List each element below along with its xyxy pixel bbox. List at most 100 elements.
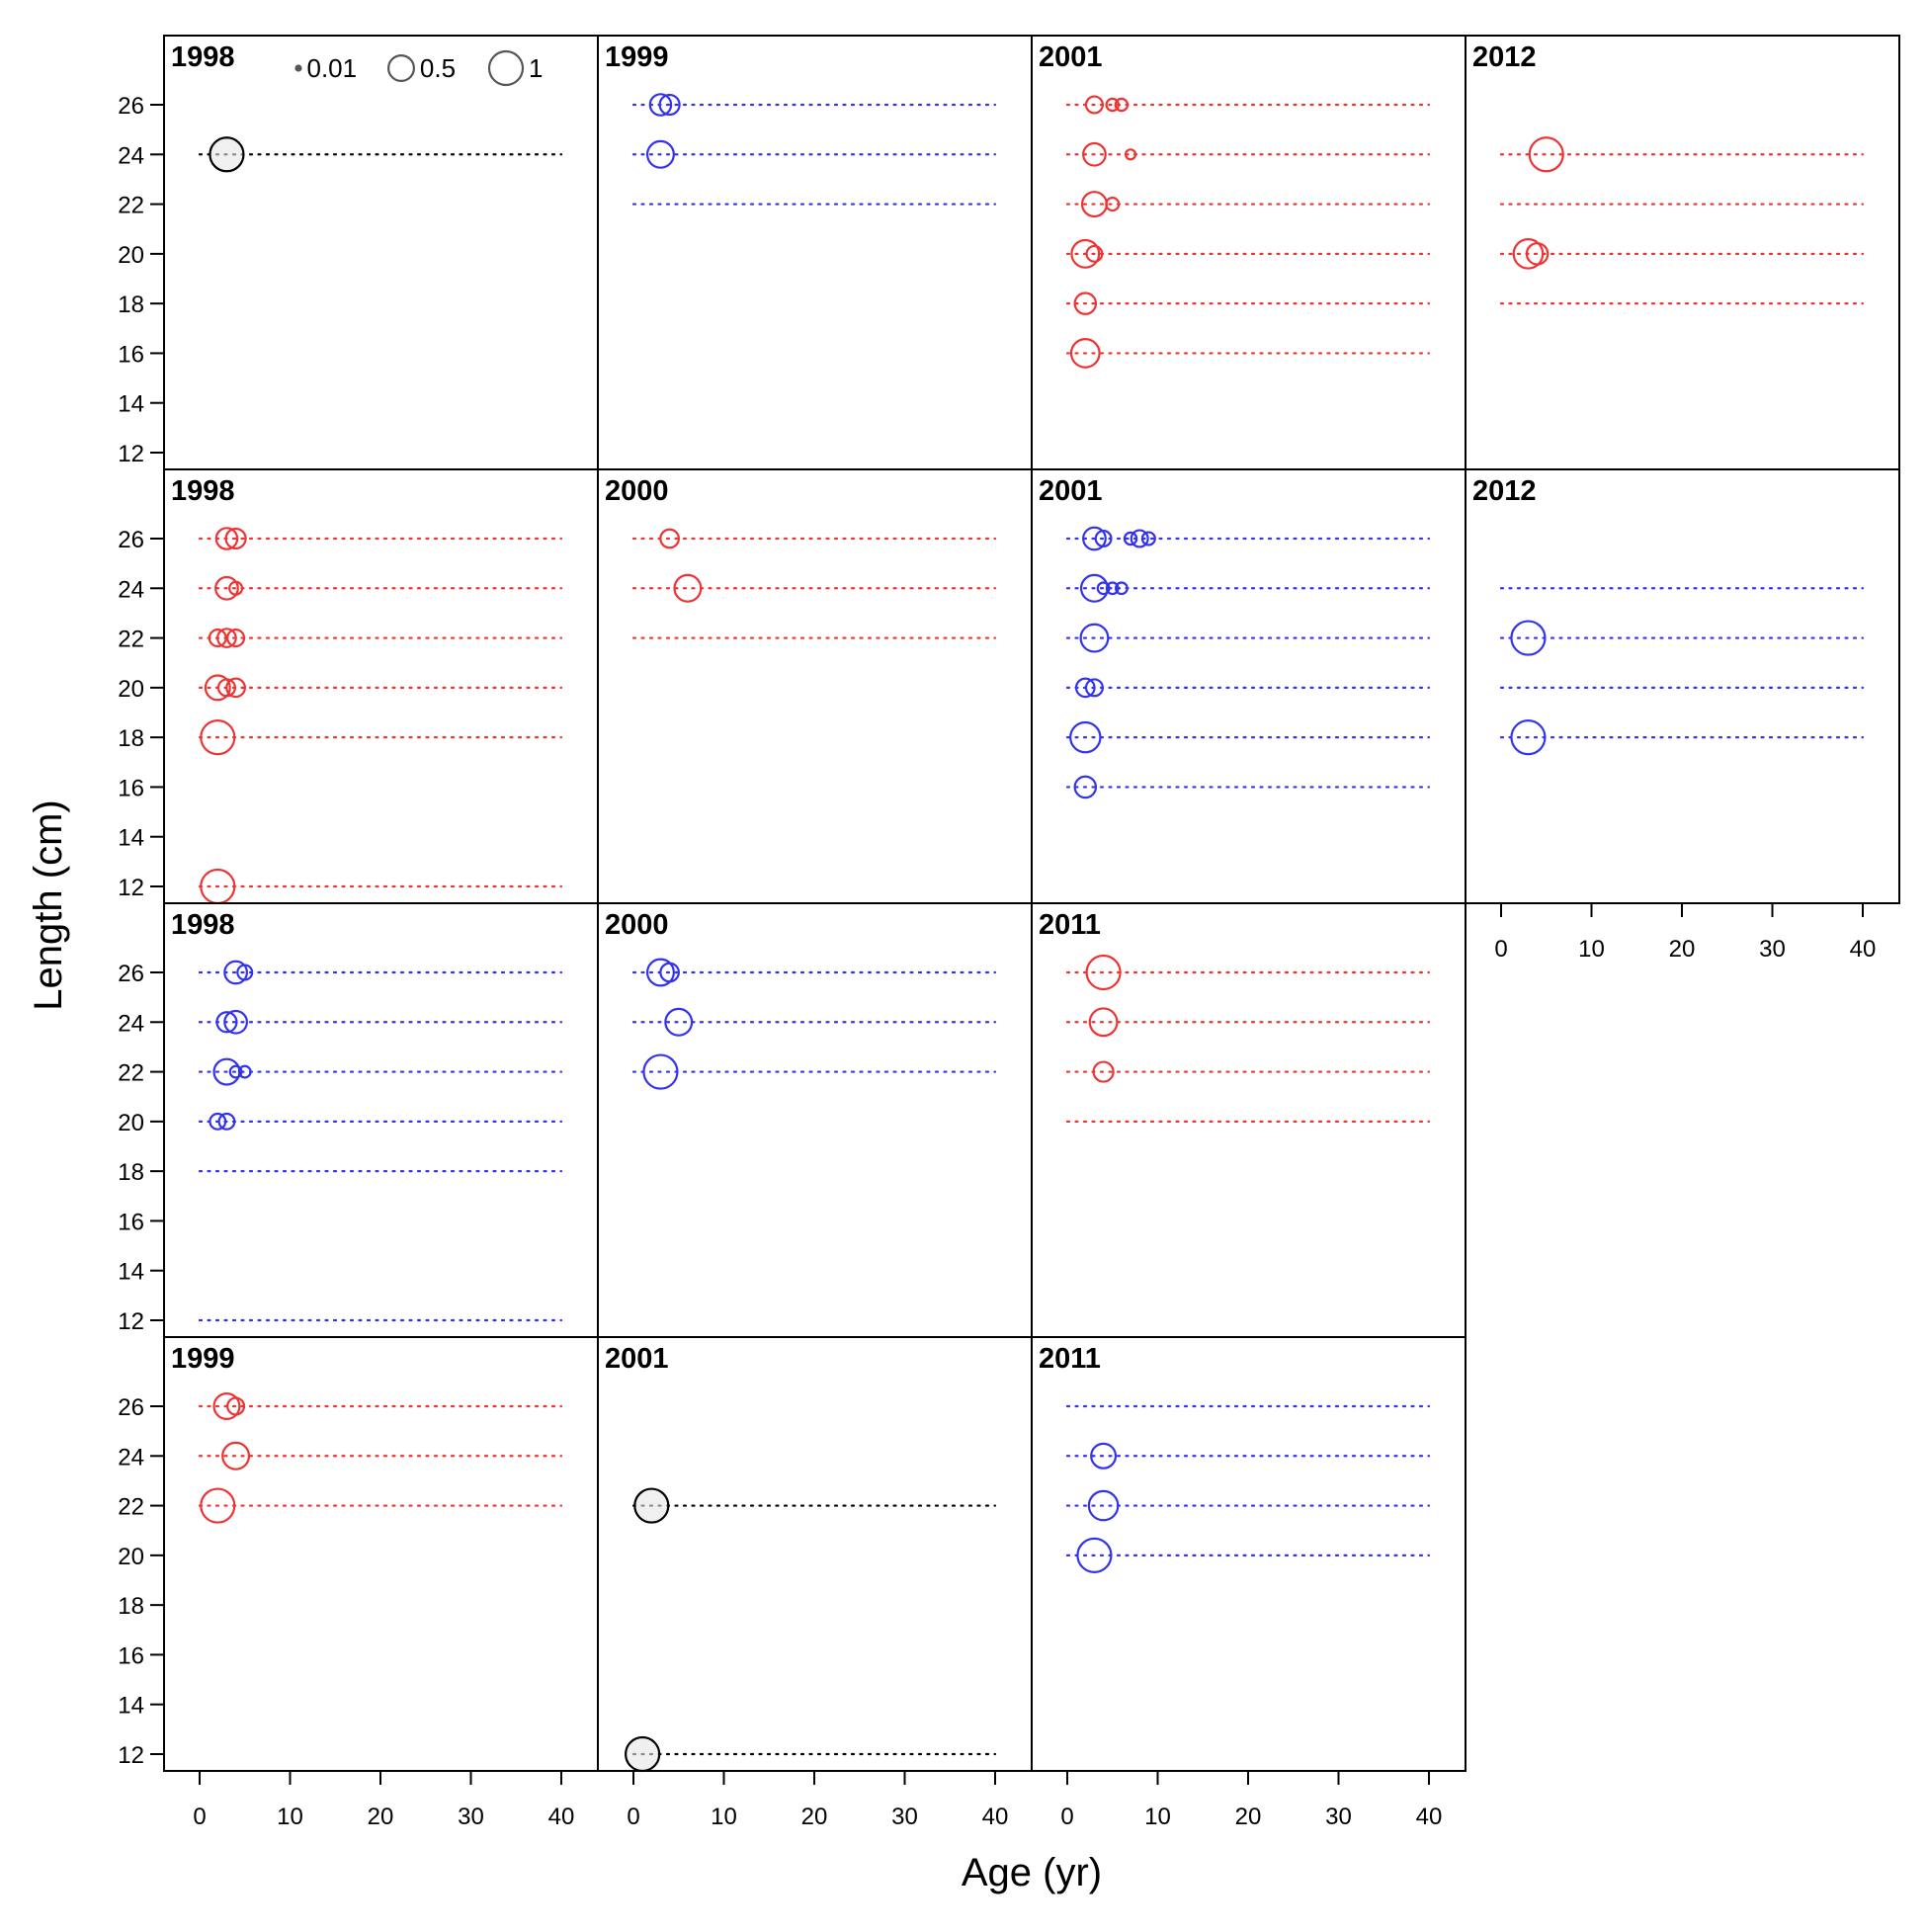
data-point	[1073, 775, 1098, 799]
data-point	[236, 964, 254, 981]
data-point	[648, 93, 673, 117]
x-tick-label: 10	[277, 1804, 303, 1830]
data-point	[226, 629, 246, 648]
data-point	[1087, 1489, 1120, 1522]
x-tick-label: 30	[891, 1804, 918, 1830]
data-point	[1085, 244, 1104, 263]
legend-label: 1	[529, 53, 543, 83]
y-tick-label: 20	[118, 1110, 144, 1136]
x-tick-label: 20	[1235, 1804, 1262, 1830]
data-point	[633, 1487, 670, 1524]
x-tick-label: 0	[627, 1804, 639, 1830]
legend-label: 0.5	[420, 53, 456, 83]
x-tick-label: 10	[711, 1804, 737, 1830]
data-point	[625, 1735, 661, 1773]
data-point	[208, 629, 227, 648]
data-point	[1510, 719, 1547, 756]
data-point	[1088, 1007, 1119, 1038]
data-point	[224, 527, 247, 550]
x-tick-label: 20	[801, 1804, 828, 1830]
data-point	[1130, 529, 1149, 548]
x-tick-label: 40	[1850, 936, 1877, 963]
y-tick-label: 16	[118, 341, 144, 368]
data-point	[214, 527, 239, 550]
data-point	[209, 1112, 227, 1131]
data-point	[1073, 292, 1098, 315]
data-point	[1525, 242, 1550, 266]
data-point	[215, 1011, 238, 1034]
x-tick-label: 0	[1494, 936, 1507, 963]
y-tick-label: 20	[118, 676, 144, 703]
x-tick-label: 20	[1669, 936, 1696, 963]
panel-frame	[1031, 902, 1466, 1338]
y-tick-label: 16	[118, 1642, 144, 1669]
y-tick-label: 24	[118, 1444, 144, 1470]
data-point	[1528, 136, 1564, 173]
data-point	[223, 1009, 248, 1035]
data-point	[221, 1441, 251, 1470]
y-tick-label: 18	[118, 1593, 144, 1620]
panel-frame	[597, 35, 1033, 470]
panel-title: 2001	[1039, 42, 1103, 73]
data-point	[1105, 97, 1120, 113]
data-point	[1124, 148, 1137, 161]
data-point	[212, 1392, 241, 1420]
data-point	[228, 580, 244, 596]
x-tick-label: 40	[1416, 1804, 1443, 1830]
y-tick-label: 22	[118, 193, 144, 219]
data-point	[226, 1396, 246, 1416]
data-point	[1096, 581, 1111, 596]
data-point	[209, 136, 245, 173]
y-tick-label: 12	[118, 875, 144, 901]
data-point	[217, 1112, 236, 1131]
y-tick-label: 22	[118, 627, 144, 653]
data-point	[673, 573, 703, 603]
data-point	[642, 1053, 679, 1090]
data-point	[1114, 581, 1129, 596]
data-point	[1105, 197, 1121, 212]
y-tick-label: 22	[118, 1060, 144, 1087]
data-point	[659, 962, 680, 983]
y-tick-label: 14	[118, 825, 144, 852]
panel-frame	[1031, 35, 1466, 470]
data-point	[1085, 954, 1122, 991]
y-tick-label: 14	[118, 1259, 144, 1286]
data-point	[1512, 238, 1545, 270]
data-point	[1094, 530, 1113, 547]
data-point	[200, 719, 236, 756]
y-tick-label: 12	[118, 1742, 144, 1769]
y-tick-label: 18	[118, 292, 144, 318]
x-tick-label: 10	[1578, 936, 1605, 963]
y-tick-label: 18	[118, 1159, 144, 1186]
y-tick-label: 22	[118, 1494, 144, 1521]
data-point	[200, 1487, 236, 1524]
data-point	[1082, 526, 1107, 551]
y-tick-label: 24	[118, 142, 144, 169]
y-tick-label: 14	[118, 1693, 144, 1720]
panel-frame	[597, 468, 1033, 904]
y-tick-label: 24	[118, 1010, 144, 1037]
panel-title: 2001	[1039, 475, 1103, 507]
data-point	[1069, 720, 1102, 754]
data-point	[664, 1007, 694, 1037]
panel-frame	[1465, 468, 1900, 904]
panel-frame	[597, 902, 1033, 1338]
data-point	[225, 677, 246, 699]
panel-title: 2011	[1039, 1343, 1101, 1375]
data-point	[1092, 1060, 1115, 1083]
legend-bubble	[294, 64, 302, 72]
data-point	[645, 139, 675, 169]
x-tick-label: 20	[368, 1804, 394, 1830]
y-tick-label: 20	[118, 1544, 144, 1570]
data-point	[1070, 238, 1101, 269]
panel-frame	[1031, 1336, 1466, 1772]
data-point	[1069, 338, 1101, 369]
data-point	[1140, 531, 1156, 546]
panel-title: 1998	[171, 909, 235, 941]
legend-label: 0.01	[307, 53, 358, 83]
data-point	[1079, 623, 1110, 653]
y-tick-label: 12	[118, 1308, 144, 1335]
data-point	[659, 528, 680, 549]
